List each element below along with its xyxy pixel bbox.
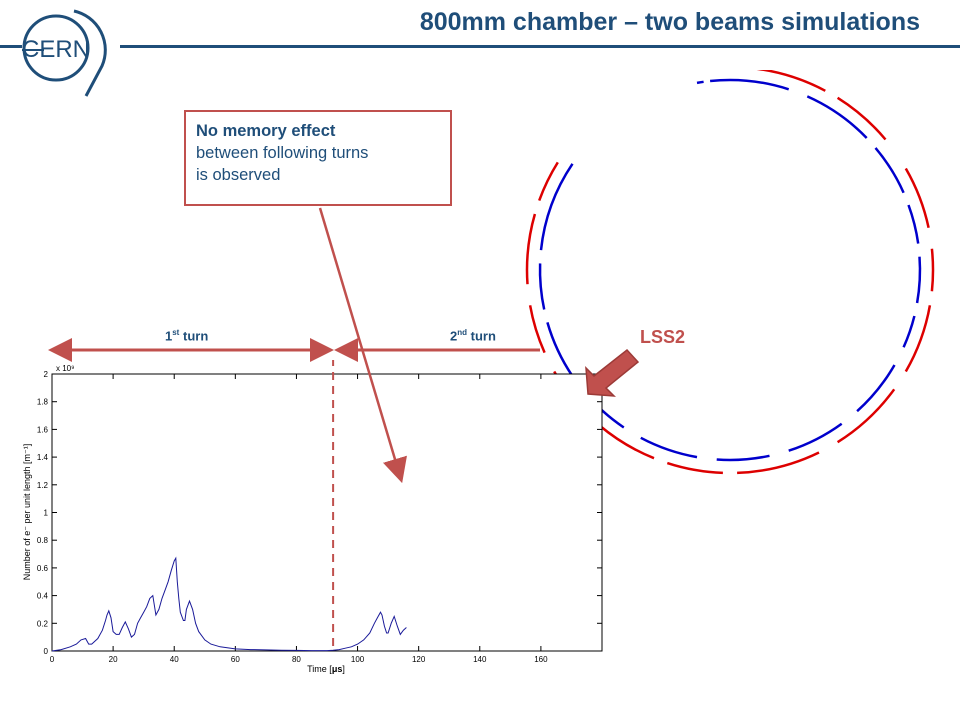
red-beam-segment <box>904 305 932 373</box>
x-tick-label: 0 <box>50 655 55 664</box>
red-beam-segment <box>836 96 887 141</box>
plot-frame <box>51 373 603 652</box>
cern-logo: CERN <box>22 9 107 97</box>
blue-beam-segment <box>915 256 922 304</box>
cern-logo-text: CERN <box>22 36 90 63</box>
blue-beam-segment <box>907 204 920 244</box>
x-tick-label: 140 <box>473 655 487 664</box>
red-beam-segment <box>836 388 896 444</box>
red-beam-segment <box>755 70 826 92</box>
lss2-arrow <box>585 348 640 397</box>
y-tick-label: 1.8 <box>37 398 49 407</box>
blue-beam-segment <box>538 263 546 310</box>
y-tick-label: 1.6 <box>37 425 49 434</box>
blue-beam-segment <box>539 163 574 251</box>
cern-logo-swoosh <box>73 9 107 97</box>
y-tick-label: 0 <box>44 647 49 656</box>
x-tick-label: 20 <box>109 655 118 664</box>
blue-beam-segment <box>902 315 916 348</box>
red-beam-segment <box>737 451 820 475</box>
second-turn-label: 2nd turn <box>450 328 496 344</box>
x-tick-label: 80 <box>292 655 301 664</box>
blue-beam-segment <box>788 422 843 452</box>
y-tick-label: 0.8 <box>37 536 49 545</box>
turn-arrows <box>48 338 540 362</box>
x-tick-label: 40 <box>170 655 179 664</box>
x-tick-label: 120 <box>412 655 426 664</box>
no-memory-callout: No memory effect between following turns… <box>184 110 452 206</box>
y-tick-label: 0.2 <box>37 619 49 628</box>
callout-line-2: is observed <box>196 166 281 184</box>
red-beam-segment <box>930 248 935 292</box>
electron-density-plot: 0 0.2 0.4 0.6 0.8 1 1.2 1.4 1.6 1.8 2 0 20 40 60 80 100… <box>22 360 603 674</box>
blue-beam-segment <box>709 78 790 91</box>
blue-beam-segment <box>696 80 704 85</box>
y-tick-label: 1 <box>44 509 49 518</box>
x-tick-label: 60 <box>231 655 240 664</box>
y-tick-label: 1.2 <box>37 481 49 490</box>
blue-beam-segment <box>546 322 574 377</box>
red-beam-segment <box>904 167 930 229</box>
callout-heading: No memory effect <box>196 122 336 140</box>
red-beam-segment <box>525 213 537 285</box>
title-rule <box>120 45 960 48</box>
red-beam-segment <box>538 161 559 202</box>
ring-diagram <box>525 70 935 475</box>
y-exponent: x 10⁹ <box>56 364 75 373</box>
red-beam-segment <box>528 305 546 354</box>
logo-rule <box>0 45 22 48</box>
first-turn-label: 1st turn <box>165 328 209 344</box>
series-line <box>51 556 407 652</box>
slide-title: 800mm chamber – two beams simulations <box>419 8 920 36</box>
y-tick-label: 0.4 <box>37 592 49 601</box>
blue-beam-segment <box>806 95 868 139</box>
blue-beam-segment <box>856 364 896 413</box>
blue-beam-segment <box>874 147 905 194</box>
callout-pointer-arrow <box>318 207 407 484</box>
x-axis-label: Time [μs] <box>307 664 345 674</box>
y-tick-label: 1.4 <box>37 453 49 462</box>
blue-beam-segment <box>640 436 698 459</box>
y-axis-label: Number of e⁻ per unit length [m⁻¹] <box>22 444 32 581</box>
blue-beam-segment <box>716 454 770 462</box>
x-tick-label: 100 <box>351 655 365 664</box>
lss2-label: LSS2 <box>640 327 686 347</box>
x-tick-label: 160 <box>534 655 548 664</box>
y-tick-label: 0.6 <box>37 564 49 573</box>
y-tick-label: 2 <box>44 370 49 379</box>
callout-line-1: between following turns <box>196 144 369 162</box>
cern-logo-ring <box>22 14 90 82</box>
red-beam-segment <box>666 461 723 475</box>
